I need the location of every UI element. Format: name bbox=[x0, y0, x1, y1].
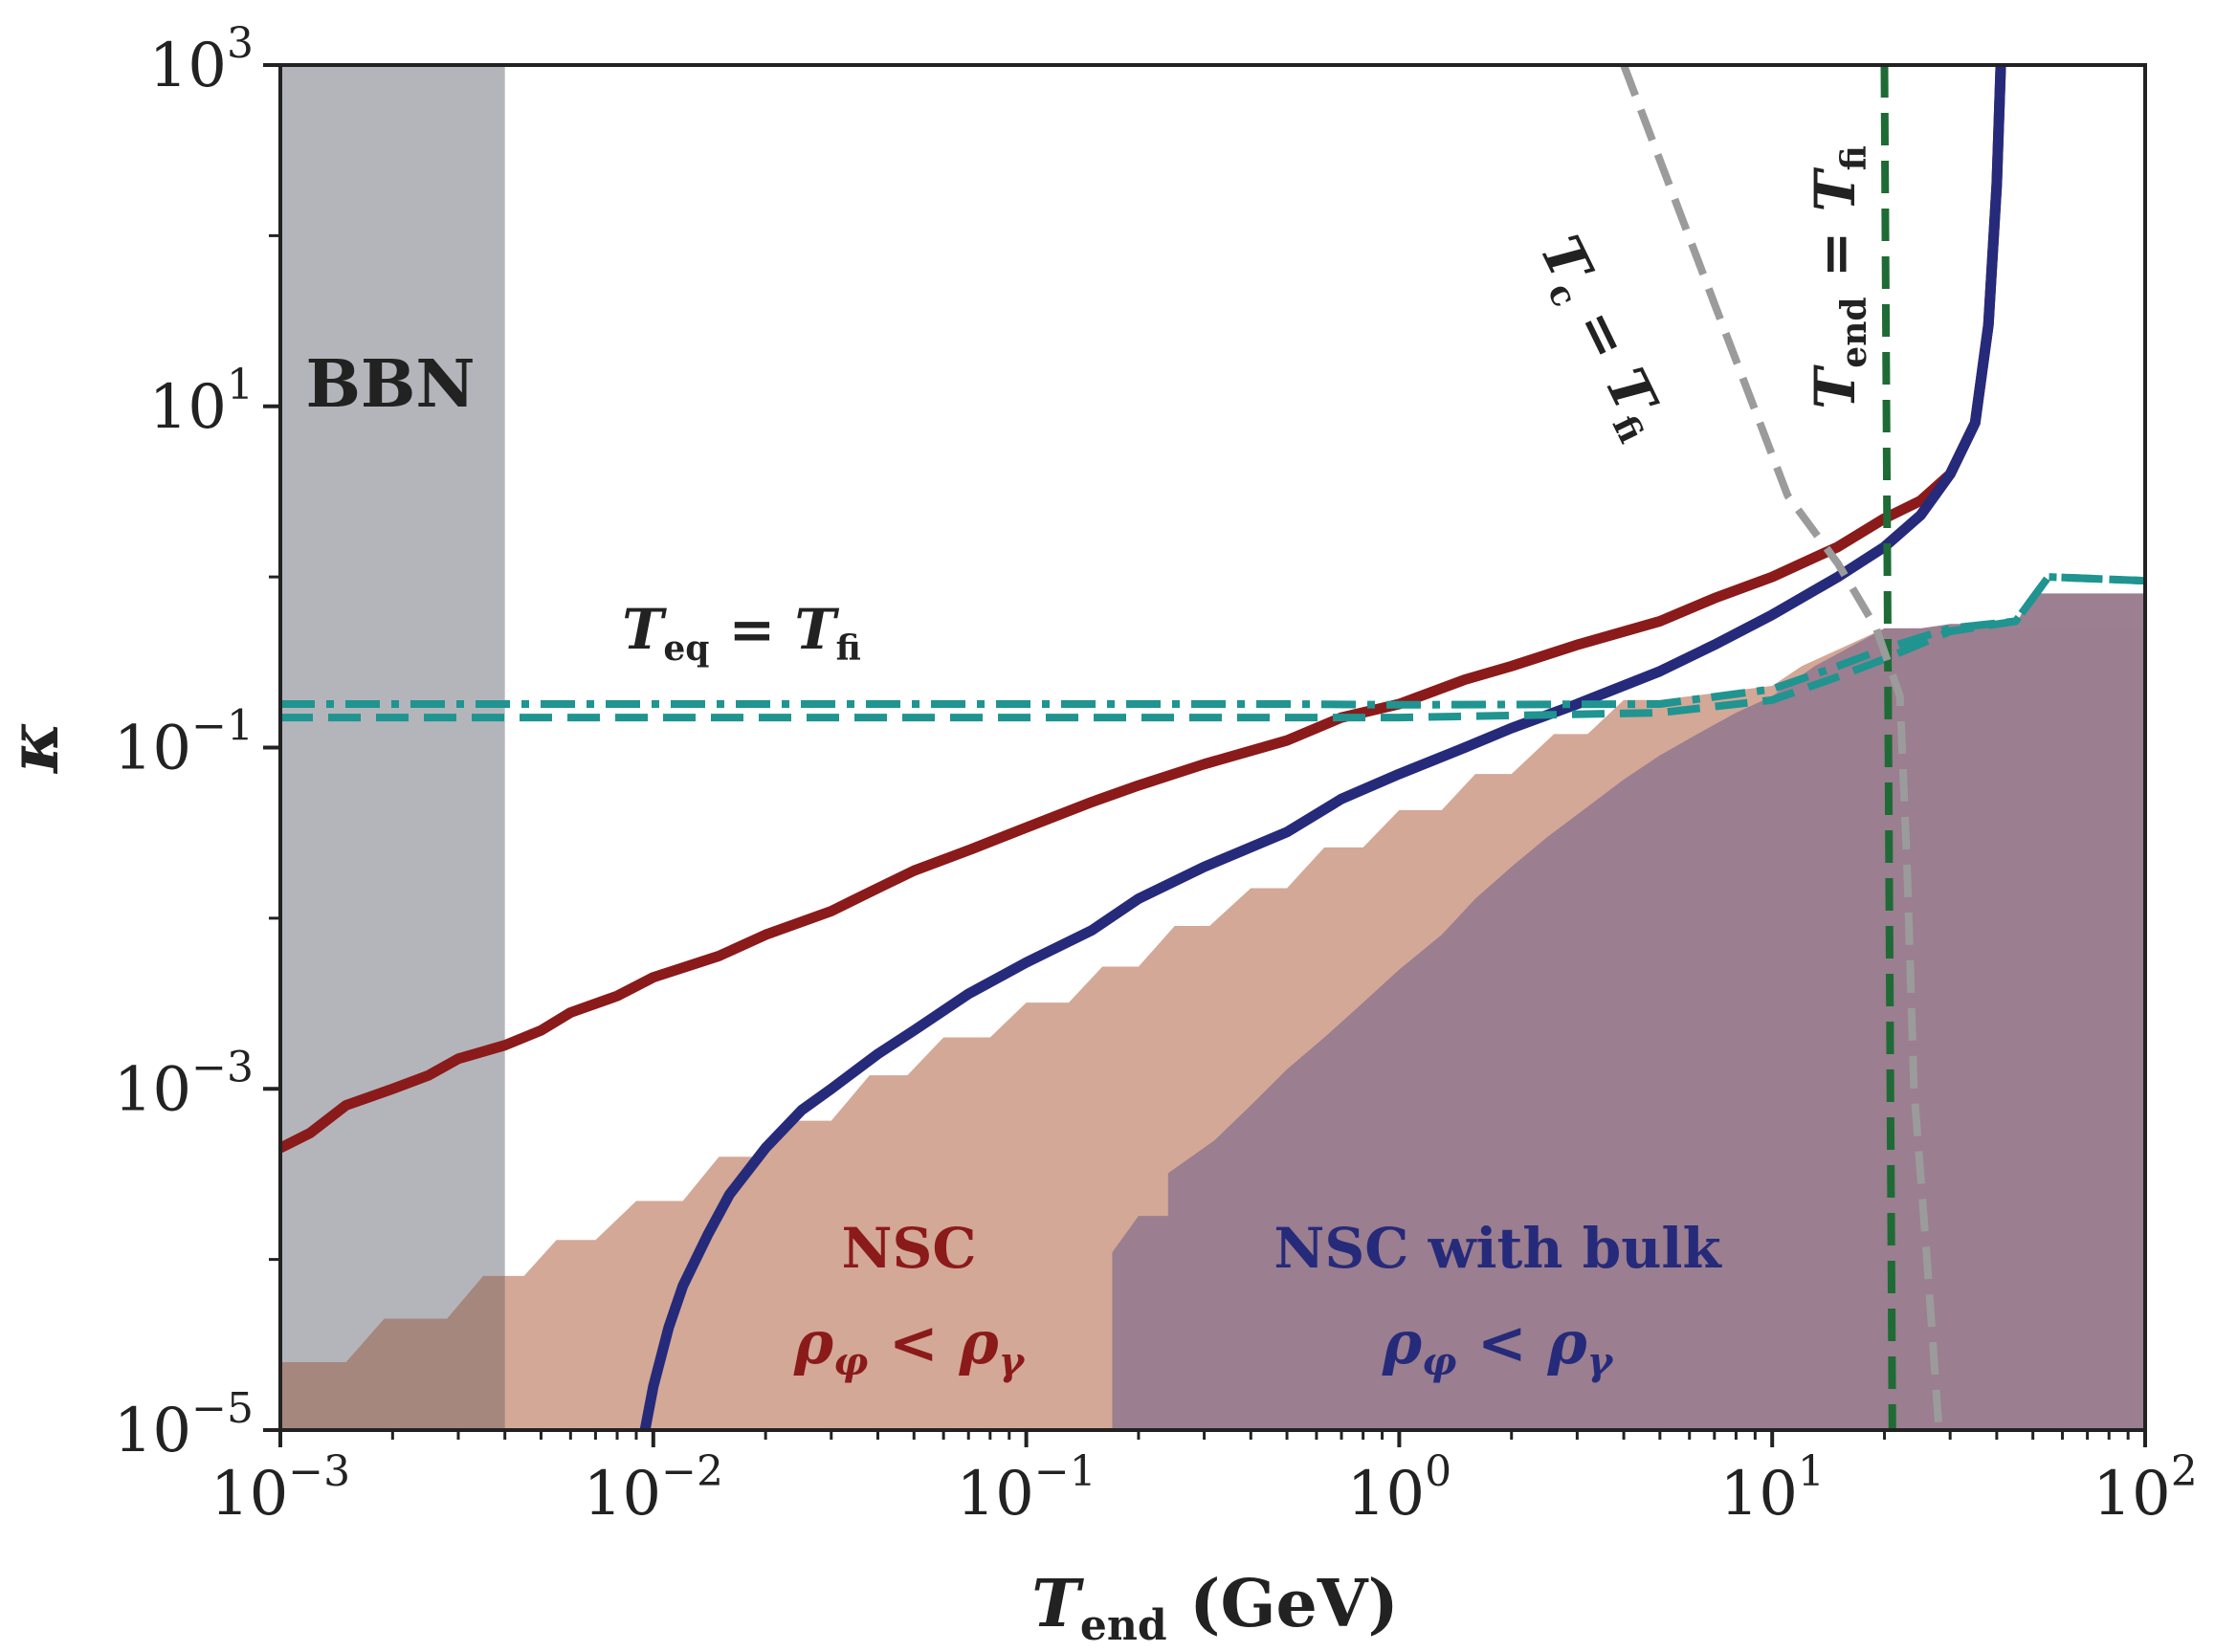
tc-equals-tfi: Tc = Tfi bbox=[1521, 226, 1679, 450]
y-tick-label: 101 bbox=[149, 361, 254, 443]
nsc-bulk-ineq: ρφ < ργ bbox=[1382, 1308, 1614, 1384]
x-axis-title: Tend (GeV) bbox=[1031, 1566, 1398, 1650]
tend-equals-tfi: Tend = Tfi bbox=[1803, 145, 1874, 409]
series bbox=[280, 65, 2145, 1430]
x-tick-label: 10−1 bbox=[956, 1447, 1096, 1530]
series-t-eq-t-fi-dash-dot bbox=[280, 573, 2145, 709]
x-tick-label: 10−2 bbox=[584, 1447, 723, 1530]
series-t-end-t-fi bbox=[1880, 65, 1896, 1430]
y-tick-label: 10−3 bbox=[114, 1043, 254, 1125]
y-tick-label: 103 bbox=[149, 19, 254, 101]
series-t-eq-t-fi-dashed bbox=[280, 573, 2145, 722]
region-bbn-nsc-overlap bbox=[280, 1275, 505, 1430]
series-nsc bbox=[280, 65, 2006, 1154]
y-axis-title: κ bbox=[0, 721, 74, 775]
nsc-label: NSC bbox=[841, 1216, 976, 1281]
x-tick-label: 101 bbox=[1719, 1447, 1824, 1530]
x-tick-label: 100 bbox=[1347, 1447, 1451, 1530]
series-nsc-with-bulk bbox=[639, 65, 2006, 1430]
nsc-bulk-label: NSC with bulk bbox=[1274, 1216, 1722, 1281]
x-tick-label: 102 bbox=[2093, 1447, 2197, 1530]
y-tick-label: 10−1 bbox=[114, 702, 254, 784]
region-bbn bbox=[280, 65, 505, 1430]
nsc-ineq: ρφ < ργ bbox=[793, 1308, 1026, 1384]
series-t-c-t-fi bbox=[1620, 65, 1943, 1430]
y-tick-label: 10−5 bbox=[114, 1384, 254, 1466]
bbn-label: BBN bbox=[305, 346, 475, 423]
x-tick-label: 10−3 bbox=[210, 1447, 350, 1530]
teq-equals-tfi: Teq = Tfi bbox=[622, 597, 861, 669]
